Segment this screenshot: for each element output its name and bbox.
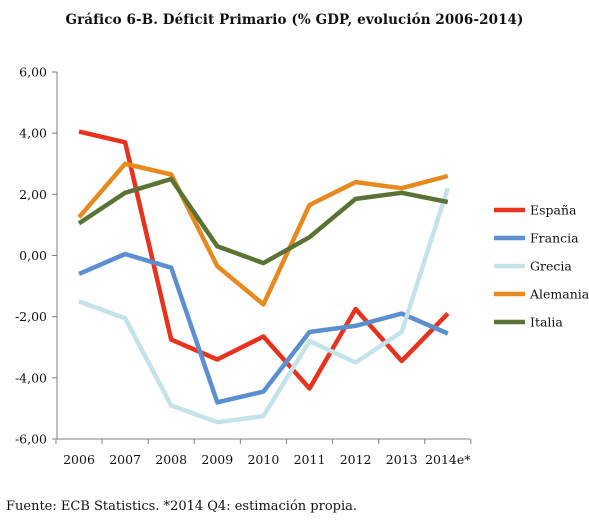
y-tick-label: 0,00: [19, 248, 47, 263]
series-line-italia: [77, 176, 449, 266]
series-lines: [77, 129, 450, 425]
axes: 6,00 4,00 2,00 0,00 -2,00 -4,00 -6,00 2006 2007 2…: [15, 65, 472, 467]
chart-title: Gráfico 6-B. Déficit Primario (% GDP, ev…: [65, 12, 524, 28]
legend-label-alemania: Alemania: [529, 287, 589, 302]
x-tick-label: 2006: [63, 452, 95, 467]
legend-label-grecia: Grecia: [530, 259, 572, 274]
y-tick-label: -4,00: [15, 370, 47, 385]
legend-label-francia: Francia: [530, 231, 579, 246]
series-line-espana: [78, 129, 450, 391]
y-tick-label: 2,00: [19, 187, 47, 202]
y-tick-label: -2,00: [15, 309, 47, 324]
x-tick-label: 2014e*: [425, 452, 471, 467]
x-tick-label: 2012: [340, 452, 372, 467]
series-line-alemania: [77, 161, 449, 307]
source-note: Fuente: ECB Statistics. *2014 Q4: estima…: [6, 499, 358, 514]
y-tick-label: -6,00: [15, 432, 47, 447]
x-tick-label: 2011: [294, 452, 326, 467]
x-tick-label: 2007: [109, 452, 141, 467]
x-tick-label: 2013: [386, 452, 418, 467]
legend-label-espana: España: [530, 203, 577, 218]
x-tick-label: 2008: [155, 452, 187, 467]
series-line-grecia: [78, 187, 450, 425]
series-line-francia: [78, 251, 449, 405]
x-tick-label: 2010: [247, 452, 279, 467]
y-tick-label: 6,00: [19, 65, 47, 80]
legend-label-italia: Italia: [530, 315, 563, 330]
y-tick-label: 4,00: [19, 126, 47, 141]
x-tick-label: 2009: [201, 452, 233, 467]
legend: España Francia Grecia Alemania Italia: [494, 203, 589, 330]
